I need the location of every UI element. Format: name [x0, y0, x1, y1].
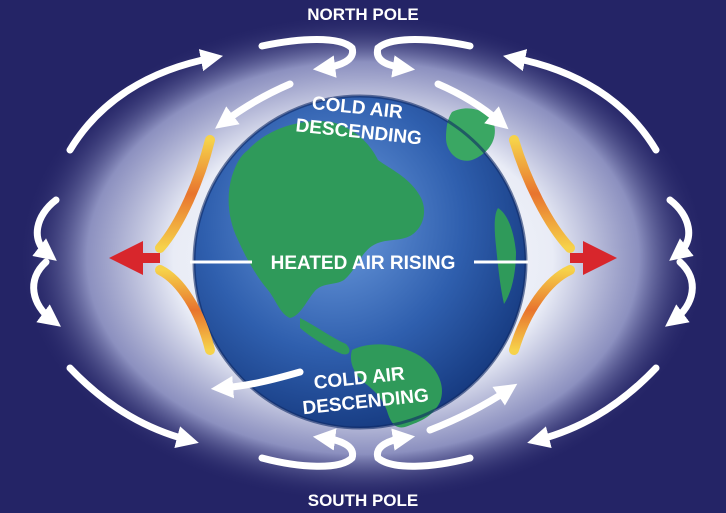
circulation-arrow	[66, 364, 199, 448]
circulation-arrow	[665, 258, 696, 327]
circulation-arrow	[32, 196, 60, 261]
north-america-landmass	[228, 121, 425, 318]
greenland-landmass	[446, 108, 495, 161]
circulation-arrow	[210, 368, 304, 399]
circulation-arrow	[30, 258, 61, 327]
circulation-arrow	[258, 428, 357, 470]
circulation-arrow	[66, 49, 223, 154]
circulation-arrow	[373, 428, 474, 470]
earth-globe	[192, 94, 528, 430]
circulation-arrow	[527, 364, 660, 448]
heated-air-rising-label: HEATED AIR RISING	[271, 253, 456, 274]
warm-air-left	[43, 135, 215, 355]
circulation-arrow	[503, 49, 660, 154]
circulation-arrow	[258, 36, 357, 78]
south-pole-label: SOUTH POLE	[308, 491, 419, 510]
central-america-landmass	[300, 318, 350, 355]
cold-air-top-label: COLD AIR DESCENDING	[295, 93, 423, 150]
africa-edge-landmass	[494, 208, 516, 304]
circulation-arrow	[434, 80, 509, 130]
circulation-arrow	[666, 196, 694, 261]
circulation-arrow	[373, 36, 474, 78]
north-pole-label: NORTH POLE	[307, 5, 418, 24]
circulation-arrow	[215, 80, 294, 129]
circulation-arrow	[426, 383, 518, 434]
south-america-landmass	[350, 344, 442, 428]
cold-air-arrows	[30, 36, 696, 470]
